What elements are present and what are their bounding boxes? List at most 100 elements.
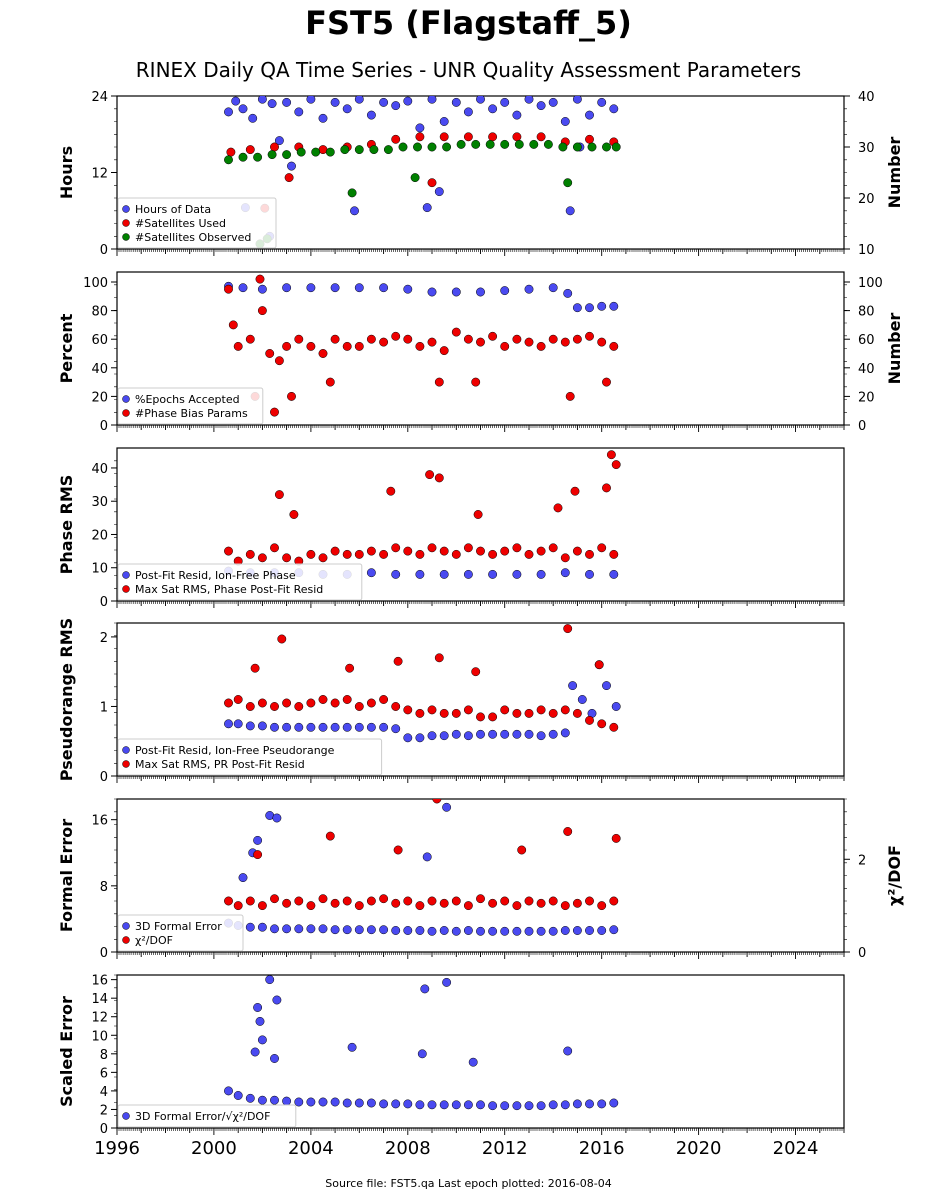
panel-2: 0 20 40 60 80 100 Percent 0 20 40 60 80 100 Number %Ep… — [57, 271, 904, 434]
series-3d-formal-error-dof — [224, 975, 619, 1111]
data-point — [563, 1046, 573, 1056]
data-point — [224, 1086, 233, 1096]
data-point — [415, 569, 425, 579]
data-point — [393, 656, 403, 666]
data-point — [238, 283, 248, 293]
y-axis-label: Hours — [57, 146, 76, 199]
data-point — [287, 391, 296, 401]
data-point — [476, 894, 485, 904]
data-point — [536, 705, 546, 715]
data-point — [415, 341, 425, 351]
data-point — [512, 901, 522, 911]
y-tick-label: 1 — [100, 700, 108, 715]
data-point — [282, 924, 292, 934]
data-point — [257, 553, 267, 563]
data-point — [257, 901, 267, 911]
data-point — [318, 113, 328, 123]
series-max-sat-rms-phase-post-fit-resid — [224, 450, 621, 566]
data-point — [224, 719, 233, 729]
y-right-tick-label: 0 — [858, 419, 866, 434]
y-tick-label: 4 — [100, 1085, 108, 1100]
data-point — [224, 896, 233, 906]
data-point — [463, 731, 473, 741]
y-right-tick-label: 30 — [858, 141, 875, 156]
series-3d-formal-error — [224, 802, 619, 936]
data-point — [366, 896, 376, 906]
data-point — [415, 733, 425, 743]
chart-title: FST5 (Flagstaff_5) — [305, 4, 632, 42]
data-point — [471, 139, 481, 149]
data-point — [512, 926, 522, 936]
data-point — [267, 150, 277, 160]
y-tick-label: 0 — [100, 243, 108, 258]
data-point — [330, 546, 340, 556]
data-point — [366, 568, 376, 578]
data-point — [415, 708, 425, 718]
data-point — [609, 341, 619, 351]
y-tick-label: 80 — [91, 305, 108, 320]
data-point — [611, 833, 621, 843]
data-point — [294, 1097, 304, 1107]
data-point — [536, 546, 546, 556]
legend-label: Post-Fit Resid, Ion-Free Phase — [135, 569, 296, 582]
data-point — [536, 341, 546, 351]
legend-box — [117, 563, 363, 601]
data-point — [318, 894, 328, 904]
data-point — [585, 715, 594, 725]
data-point — [572, 334, 582, 344]
data-point — [585, 1099, 594, 1109]
data-point — [391, 134, 401, 144]
data-point — [548, 1100, 558, 1110]
data-point — [282, 898, 292, 908]
legend-box — [117, 914, 244, 952]
data-point — [245, 721, 255, 731]
data-point — [282, 698, 292, 708]
y-right-tick-label: 40 — [858, 362, 875, 377]
data-point — [434, 377, 444, 387]
y-axis-label: Phase RMS — [57, 475, 76, 575]
data-point — [366, 334, 376, 344]
data-point — [512, 543, 522, 553]
data-point — [379, 1099, 389, 1109]
data-point — [366, 1098, 376, 1108]
data-point — [347, 188, 357, 198]
y-axis-label: Pseudorange RMS — [57, 618, 76, 781]
x-tick-label: 2012 — [482, 1138, 528, 1159]
data-point — [403, 926, 413, 935]
data-point — [500, 139, 510, 149]
y-right-minor-ticks — [844, 284, 847, 426]
data-point — [250, 1047, 260, 1057]
legend-box — [117, 197, 277, 249]
data-point — [585, 896, 594, 906]
data-point — [233, 1091, 243, 1100]
data-point — [609, 104, 619, 114]
data-point — [354, 702, 364, 711]
data-point — [284, 173, 294, 183]
legend-marker — [122, 409, 130, 417]
data-point — [257, 1035, 267, 1045]
data-point — [354, 901, 364, 911]
legend-marker — [122, 585, 130, 593]
y-minor-ticks — [114, 95, 117, 250]
data-point — [415, 926, 425, 935]
y-tick-label: 16 — [91, 974, 108, 989]
data-point — [451, 896, 461, 906]
data-point — [451, 729, 461, 739]
y-tick-label: 20 — [91, 528, 108, 543]
data-point — [410, 173, 420, 183]
y-tick-label: 24 — [91, 90, 108, 105]
data-point — [415, 1100, 425, 1110]
data-point — [500, 896, 510, 906]
data-point — [296, 147, 306, 157]
data-point — [342, 722, 352, 732]
data-point — [427, 705, 437, 715]
data-point — [439, 1100, 449, 1110]
data-point — [473, 510, 483, 519]
data-point — [282, 1096, 292, 1106]
data-point — [500, 1101, 510, 1111]
data-point — [553, 503, 563, 513]
data-point — [560, 117, 570, 126]
data-point — [306, 549, 316, 559]
data-point — [476, 546, 485, 556]
data-point — [330, 283, 340, 293]
